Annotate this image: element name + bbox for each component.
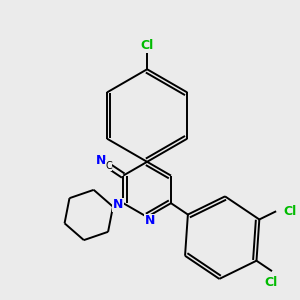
Text: C: C <box>105 161 112 171</box>
Text: Cl: Cl <box>283 205 296 218</box>
Text: Cl: Cl <box>265 275 278 289</box>
Text: Cl: Cl <box>140 39 154 52</box>
Text: N: N <box>95 154 106 167</box>
Text: N: N <box>145 214 155 227</box>
Text: N: N <box>113 198 123 212</box>
